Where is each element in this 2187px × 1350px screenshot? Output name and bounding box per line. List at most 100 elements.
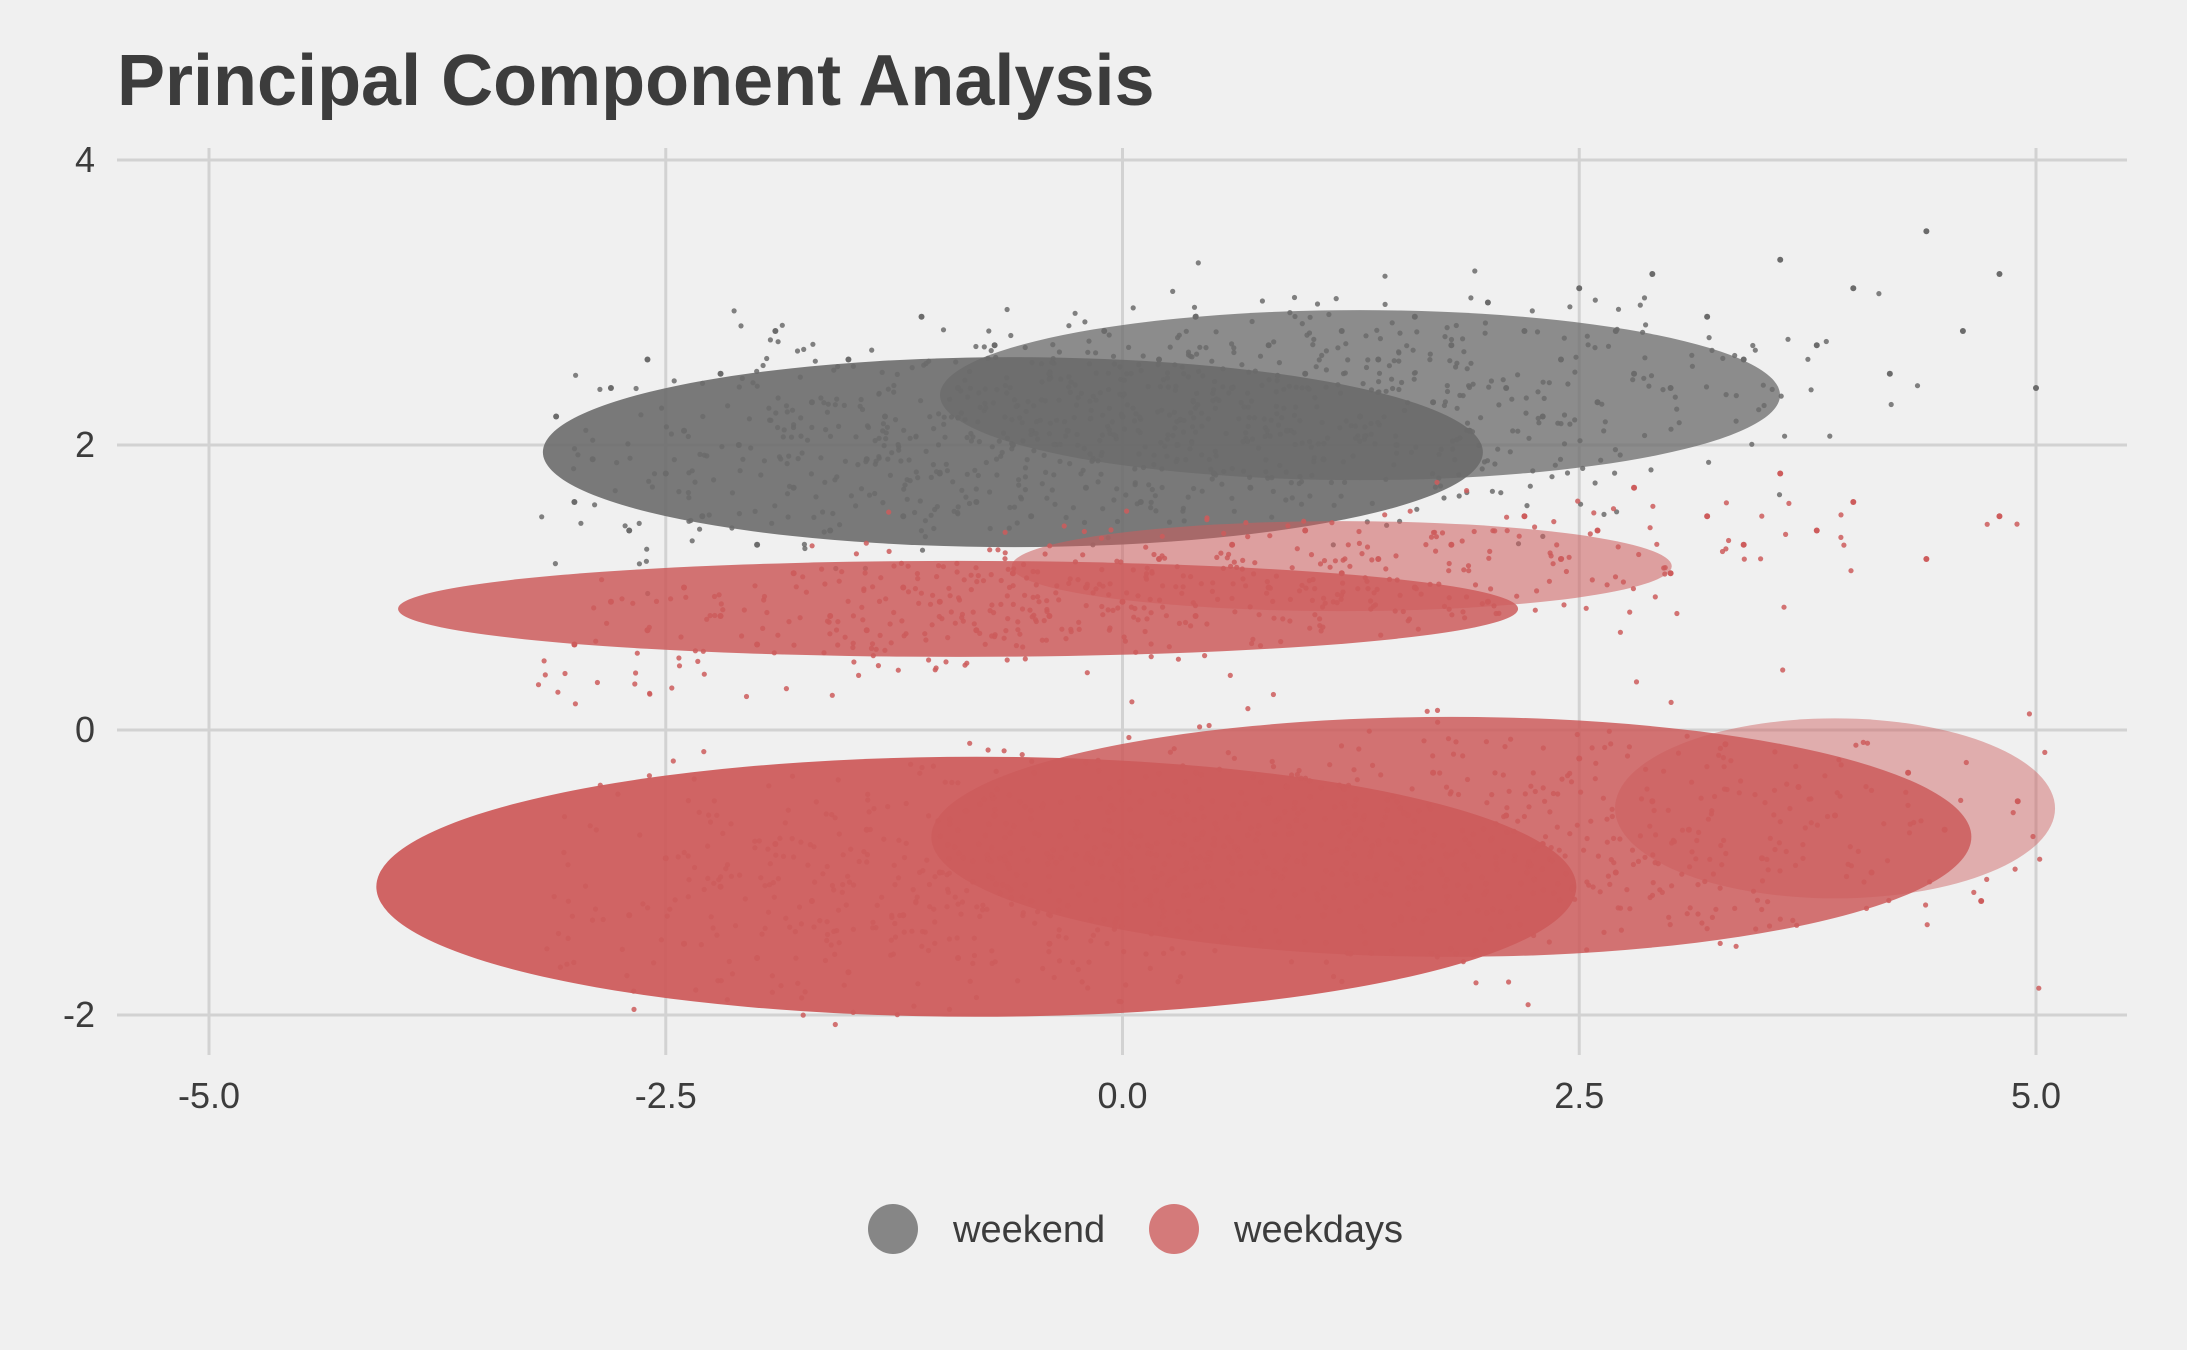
weekdays-texture-point	[683, 594, 689, 600]
weekend-texture-point	[789, 407, 796, 413]
weekend-texture-point	[1452, 457, 1458, 463]
weekdays-texture-point	[1750, 888, 1757, 894]
weekend-texture-point	[1173, 459, 1179, 465]
weekend-texture-point	[1592, 480, 1598, 486]
weekdays-texture-point	[1030, 568, 1036, 575]
weekdays-texture-point	[848, 846, 854, 852]
weekdays-texture-point	[1007, 850, 1014, 856]
weekdays-texture-point	[1070, 959, 1076, 966]
weekdays-texture-point	[1532, 607, 1538, 613]
weekdays-texture-point	[835, 642, 841, 648]
weekdays-texture-point	[1808, 796, 1814, 802]
weekdays-texture-point	[791, 642, 797, 648]
weekdays-texture-point	[1626, 744, 1632, 750]
weekend-texture-point	[1297, 473, 1303, 480]
weekend-texture-point	[1377, 336, 1383, 342]
weekdays-texture-point	[653, 598, 660, 605]
weekend-texture-point	[1785, 336, 1791, 342]
weekend-texture-point	[953, 359, 959, 365]
weekend-point	[1777, 256, 1784, 263]
weekend-point	[1612, 328, 1619, 334]
weekdays-texture-point	[1119, 797, 1125, 803]
weekend-texture-point	[1304, 332, 1310, 338]
weekend-texture-point	[1002, 414, 1008, 420]
weekdays-texture-point	[919, 764, 925, 771]
weekend-texture-point	[1564, 470, 1571, 476]
weekend-texture-point	[1442, 334, 1448, 340]
weekdays-texture-point	[1022, 656, 1028, 662]
weekdays-texture-point	[1450, 751, 1457, 757]
weekend-texture-point	[668, 431, 675, 437]
weekend-point	[1119, 413, 1126, 420]
weekdays-texture-point	[973, 565, 979, 571]
weekend-texture-point	[1106, 386, 1112, 393]
weekend-texture-point	[1448, 336, 1455, 343]
weekend-texture-point	[1022, 344, 1028, 351]
weekdays-point	[1557, 556, 1564, 562]
weekdays-texture-point	[968, 587, 974, 593]
weekend-texture-point	[1187, 446, 1193, 452]
weekend-texture-point	[1007, 504, 1013, 511]
weekend-texture-point	[1266, 377, 1272, 383]
weekdays-point	[1503, 812, 1510, 819]
weekdays-texture-point	[1035, 569, 1041, 575]
weekend-texture-point	[1072, 310, 1078, 316]
weekend-texture-point	[1476, 442, 1482, 448]
weekend-texture-point	[1220, 384, 1226, 390]
weekend-texture-point	[799, 450, 805, 456]
weekend-texture-point	[1427, 357, 1433, 363]
weekdays-texture-point	[1188, 574, 1194, 580]
weekdays-texture-point	[1183, 884, 1189, 891]
weekdays-texture-point	[1354, 777, 1360, 783]
weekdays-texture-point	[1384, 797, 1390, 803]
weekdays-point	[662, 855, 669, 862]
weekdays-texture-point	[1665, 807, 1671, 813]
weekdays-texture-point	[1449, 612, 1455, 618]
weekend-texture-point	[1450, 446, 1456, 452]
weekdays-texture-point	[1508, 736, 1514, 742]
weekend-texture-point	[1088, 415, 1094, 421]
weekend-texture-point	[781, 427, 787, 433]
weekdays-texture-point	[861, 849, 867, 855]
weekend-texture-point	[1175, 335, 1181, 341]
weekdays-texture-point	[886, 509, 892, 515]
weekend-texture-point	[1314, 404, 1320, 410]
weekdays-texture-point	[1138, 832, 1144, 839]
weekdays-texture-point	[1143, 774, 1149, 780]
weekdays-texture-point	[870, 919, 876, 925]
weekend-texture-point	[1396, 386, 1402, 393]
weekend-texture-point	[1159, 484, 1165, 491]
weekdays-texture-point	[956, 595, 962, 601]
weekend-texture-point	[1565, 381, 1571, 387]
weekdays-texture-point	[1148, 844, 1154, 850]
weekend-texture-point	[1099, 432, 1105, 438]
weekdays-texture-point	[1674, 610, 1680, 617]
weekdays-texture-point	[762, 883, 768, 889]
weekdays-texture-point	[1669, 883, 1675, 889]
weekdays-texture-point	[1328, 849, 1335, 855]
weekdays-texture-point	[1027, 607, 1033, 613]
weekend-texture-point	[1199, 452, 1205, 458]
weekend-texture-point	[1642, 432, 1648, 439]
weekdays-texture-point	[1002, 834, 1008, 840]
weekdays-texture-point	[1088, 938, 1094, 944]
weekdays-point	[900, 584, 907, 591]
weekdays-texture-point	[1219, 897, 1225, 903]
weekend-texture-point	[1482, 320, 1488, 326]
weekend-texture-point	[1066, 384, 1072, 390]
weekend-texture-point	[1068, 379, 1074, 385]
weekdays-texture-point	[1361, 813, 1367, 819]
weekend-texture-point	[1170, 288, 1176, 294]
weekend-texture-point	[1212, 448, 1218, 454]
weekend-texture-point	[813, 494, 819, 500]
weekend-texture-point	[1599, 401, 1605, 407]
weekend-texture-point	[895, 442, 901, 448]
weekdays-texture-point	[1698, 795, 1704, 801]
weekdays-texture-point	[879, 894, 885, 900]
weekend-texture-point	[1049, 359, 1055, 366]
weekdays-texture-point	[1391, 922, 1397, 928]
weekdays-texture-point	[1150, 865, 1156, 871]
weekend-texture-point	[1461, 349, 1467, 355]
weekdays-texture-point	[705, 875, 711, 882]
weekdays-texture-point	[1387, 892, 1393, 898]
